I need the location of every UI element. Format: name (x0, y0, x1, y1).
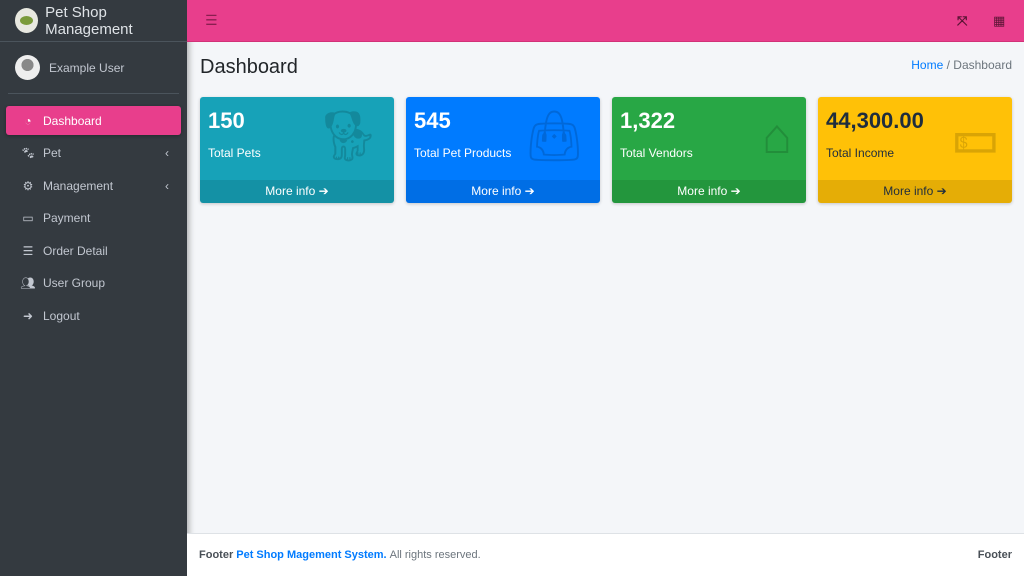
arrow-circle-right-icon: ➔ (318, 184, 329, 198)
sidebar-item-label: User Group (43, 276, 106, 290)
page-title: Dashboard (200, 56, 298, 78)
sidebar: Pet Shop Management Example User ◔ Dashbo… (0, 0, 187, 576)
more-info-label: More info (471, 184, 522, 198)
footer-right: Footer (977, 549, 1012, 561)
dog-icon: 🐕︎ (316, 108, 380, 164)
footer-rights: All rights reserved. (389, 549, 481, 561)
sidebar-item-label: Logout (43, 308, 80, 323)
card-value: 1,322 (620, 108, 676, 133)
sidebar-item-dashboard[interactable]: ◔ Dashboard (6, 106, 181, 135)
more-info-link[interactable]: More info ➔ (406, 180, 600, 203)
footer-link[interactable]: Pet Shop Magement System. (236, 549, 387, 561)
user-name: Example User (49, 60, 125, 75)
card-total-pet-products: 545 Total Pet Products 👜︎ More info ➔ (406, 97, 600, 203)
fullscreen-exit-icon[interactable]: ⤧ (957, 13, 968, 28)
sidebar-item-pet[interactable]: 🐾︎ Pet ‹ (6, 139, 181, 168)
menu-icon[interactable]: ☰ (205, 12, 218, 28)
brand-title: Pet Shop Management (45, 3, 133, 38)
sidebar-item-order-detail[interactable]: ☰ Order Detail (6, 236, 181, 265)
brand-link[interactable]: Pet Shop Management (0, 0, 187, 42)
chevron-left-icon: ‹ (165, 178, 169, 193)
card-total-vendors: 1,322 Total Vendors ⌂ More info ➔ (612, 97, 806, 203)
brand-logo (15, 8, 39, 33)
more-info-link[interactable]: More info ➔ (818, 180, 1012, 203)
more-info-link[interactable]: More info ➔ (612, 180, 806, 203)
sidebar-item-label: Pet (43, 146, 62, 160)
sign-out-icon: ➜ (22, 308, 34, 323)
more-info-link[interactable]: More info ➔ (200, 180, 394, 203)
sidebar-item-user-group[interactable]: 👥︎ User Group (6, 269, 181, 298)
sidebar-item-label: Payment (43, 211, 91, 225)
sidebar-item-logout[interactable]: ➜ Logout (6, 301, 181, 330)
paw-icon: 🐾︎ (20, 146, 36, 160)
sidebar-item-management[interactable]: ⚙ Management ‹ (6, 171, 181, 200)
breadcrumb-home[interactable]: Home (911, 58, 944, 72)
money-bill-icon: ▭ (22, 211, 34, 225)
footer: Footer Pet Shop Magement System. All rig… (187, 533, 1024, 576)
card-label: Total Income (826, 146, 895, 160)
list-alt-icon: ☰ (22, 243, 34, 258)
breadcrumb-separator: / (946, 58, 950, 72)
user-panel[interactable]: Example User (8, 42, 179, 94)
sidebar-item-label: Dashboard (43, 113, 102, 128)
arrow-circle-right-icon: ➔ (936, 184, 947, 198)
card-value: 150 (208, 108, 245, 133)
card-total-pets: 150 Total Pets 🐕︎ More info ➔ (200, 97, 394, 203)
card-label: Total Pet Products (414, 146, 512, 160)
money-bill-icon: 💵︎ (953, 108, 998, 164)
card-value: 545 (414, 108, 451, 133)
arrow-circle-right-icon: ➔ (730, 184, 741, 198)
tachometer-icon: ◔ (24, 113, 32, 128)
users-icon: 👥︎ (20, 276, 36, 290)
arrow-circle-right-icon: ➔ (524, 184, 535, 198)
more-info-label: More info (883, 184, 934, 198)
more-info-label: More info (265, 184, 316, 198)
footer-prefix: Footer (199, 549, 234, 561)
card-value: 44,300.00 (826, 108, 924, 133)
users-cog-icon: ⚙ (22, 178, 34, 193)
more-info-label: More info (677, 184, 728, 198)
sidebar-item-label: Management (43, 178, 114, 193)
card-label: Total Pets (208, 146, 261, 160)
chevron-left-icon: ‹ (165, 146, 169, 160)
house-user-icon: ⌂ (761, 108, 792, 164)
breadcrumb: Home / Dashboard (911, 58, 1012, 72)
card-label: Total Vendors (620, 146, 693, 160)
card-total-income: 44,300.00 Total Income 💵︎ More info ➔ (818, 97, 1012, 203)
shopping-bag-icon: 👜︎ (522, 108, 586, 164)
top-navbar: ☰ ⤧ ▦ (187, 0, 1024, 42)
avatar (15, 55, 40, 80)
sidebar-item-payment[interactable]: ▭ Payment (6, 204, 181, 233)
sidebar-item-label: Order Detail (43, 243, 108, 258)
grid-icon[interactable]: ▦ (993, 13, 1006, 28)
breadcrumb-current: Dashboard (953, 58, 1012, 72)
